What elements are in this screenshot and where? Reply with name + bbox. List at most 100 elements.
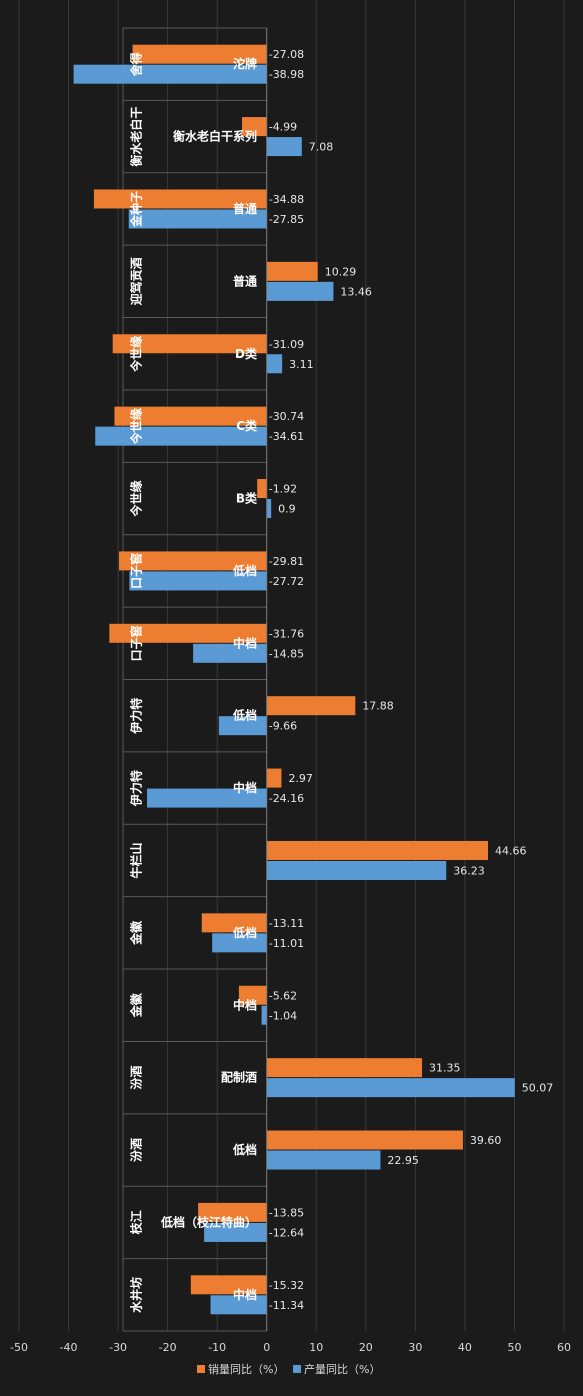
data-label: 39.60 [470, 1134, 502, 1147]
data-label: 44.66 [495, 844, 527, 857]
data-label: -12.64 [269, 1226, 304, 1239]
data-label: -4.99 [269, 121, 297, 134]
data-label: -1.92 [269, 483, 297, 496]
x-tick-label: 50 [507, 1341, 521, 1354]
data-label: -13.11 [269, 917, 304, 930]
data-label: -30.74 [269, 410, 304, 423]
bar [266, 860, 447, 880]
bar [266, 281, 334, 301]
data-label: -27.85 [269, 213, 304, 226]
category-group-label: 牛栏山 [129, 842, 144, 878]
data-label: -38.98 [269, 68, 304, 81]
category-group-label: 今世缘 [129, 336, 144, 373]
bar [212, 933, 267, 953]
data-label: 31.35 [429, 1062, 461, 1075]
data-label: 7.08 [309, 141, 334, 154]
category-group-label: 枝江 [129, 1210, 144, 1235]
data-label: -13.85 [269, 1206, 304, 1219]
category-sub-label: 中档 [233, 1287, 257, 1302]
category-group-label: 舍得 [129, 52, 144, 76]
bar [109, 623, 267, 643]
category-sub-label: 普通 [233, 273, 257, 288]
data-label: 2.97 [288, 772, 313, 785]
category-group-label: 金种子 [129, 191, 144, 228]
data-label: -15.32 [269, 1279, 304, 1292]
bar [266, 1078, 515, 1098]
category-sub-label: 低档 [232, 1142, 257, 1157]
category-sub-label: C类 [236, 418, 258, 433]
bar [129, 571, 267, 591]
bar [198, 1202, 267, 1222]
legend-swatch [293, 1365, 301, 1373]
bar [119, 551, 267, 571]
legend-entry: 销量同比（%） [208, 1362, 284, 1376]
category-group-label: 衡水老白干 [129, 107, 144, 167]
category-sub-label: D类 [235, 346, 258, 361]
data-label: 13.46 [340, 285, 372, 298]
category-sub-label: 配制酒 [221, 1070, 257, 1085]
bar [210, 1295, 267, 1315]
category-group-label: 金徽 [129, 920, 144, 946]
legend-entry: 产量同比（%） [304, 1362, 380, 1376]
category-group-label: 金徽 [129, 992, 144, 1018]
category-group-label: 伊力特 [129, 770, 144, 807]
legend: 销量同比（%） 产量同比（%） [197, 1362, 380, 1376]
bar [132, 44, 267, 64]
bar [266, 499, 272, 519]
category-sub-label: 低档（枝江特曲） [160, 1214, 257, 1229]
bar [128, 209, 267, 229]
data-label: -27.08 [269, 48, 304, 61]
labels-layer: -27.08 -38.98 舍得 沱牌 -4.99 7.08 衡水老白干 衡水老白干系列 -34… [129, 48, 554, 1313]
bar [266, 696, 356, 716]
category-group-label: 今世缘 [129, 481, 144, 518]
x-tick-label: -20 [159, 1341, 177, 1354]
legend-swatch [197, 1365, 205, 1373]
bar [73, 64, 267, 84]
data-label: 22.95 [387, 1154, 419, 1167]
data-label: 17.88 [362, 700, 394, 713]
data-label: -14.85 [269, 647, 304, 660]
data-label: -11.01 [269, 937, 304, 950]
category-sub-label: 中档 [233, 997, 257, 1012]
category-sub-label: 低档 [232, 925, 257, 940]
category-group-label: 水井坊 [129, 1277, 144, 1313]
bar [266, 1058, 423, 1078]
x-tick-label: -40 [60, 1341, 78, 1354]
x-tick-label: 30 [408, 1341, 422, 1354]
bar [93, 189, 267, 209]
bar [238, 985, 267, 1005]
category-group-label: 汾酒 [129, 1138, 144, 1162]
data-label: -34.88 [269, 193, 304, 206]
x-tick-label: -50 [10, 1341, 28, 1354]
bar [193, 643, 267, 663]
category-group-label: 口子窖 [129, 625, 144, 661]
bar [266, 840, 488, 860]
x-tick-label: -10 [208, 1341, 226, 1354]
data-label: -1.04 [269, 1009, 297, 1022]
bar [112, 334, 267, 354]
bar [190, 1275, 267, 1295]
data-label: -24.16 [269, 792, 304, 805]
bar [204, 1222, 267, 1242]
bar [218, 716, 267, 736]
x-tick-label: 0 [263, 1341, 270, 1354]
category-sub-label: B类 [236, 491, 258, 506]
category-group-label: 迎驾贡酒 [129, 257, 144, 305]
data-label: -9.66 [269, 720, 297, 733]
x-tick-label: -30 [109, 1341, 127, 1354]
bar [114, 406, 267, 426]
data-label: 3.11 [289, 358, 314, 371]
axis-layer: -50 -40 -30 -20 -10 0 10 20 30 40 50 60 [10, 28, 571, 1354]
data-label: -31.09 [269, 338, 304, 351]
x-tick-label: 10 [309, 1341, 323, 1354]
bar [201, 913, 267, 933]
data-label: -34.61 [269, 430, 304, 443]
category-sub-label: 低档 [232, 563, 257, 578]
bar [266, 768, 282, 788]
category-sub-label: 普通 [233, 201, 257, 216]
bar [261, 1005, 267, 1025]
data-label: -5.62 [269, 989, 297, 1002]
x-tick-label: 20 [359, 1341, 373, 1354]
bar [266, 137, 302, 157]
